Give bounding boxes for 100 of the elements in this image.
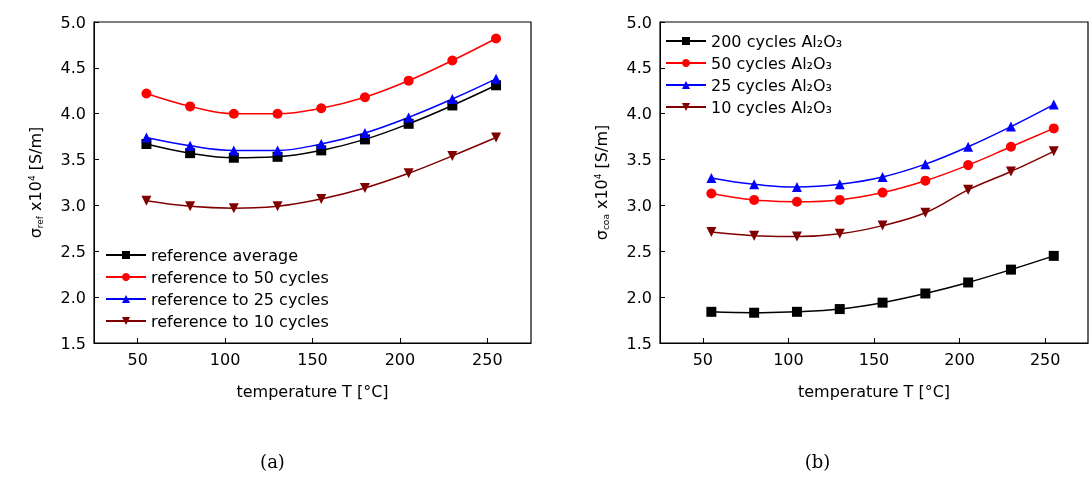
point [1005,166,1016,177]
point [228,203,239,214]
x-axis-title: temperature T [°C] [797,381,951,401]
point [316,138,327,149]
point [749,179,760,190]
point [920,207,931,218]
point [1005,264,1016,275]
point [272,108,283,119]
point [791,196,802,207]
legend-label: 10 cycles Al₂O₃ [711,97,833,117]
point [403,168,414,179]
point [834,228,845,239]
y-tick-label: 2.5 [626,241,652,261]
point [1048,250,1059,261]
y-tick-label: 5.0 [626,12,652,32]
x-tick-label: 50 [127,349,148,369]
point [791,231,802,242]
x-tick-label: 150 [297,349,328,369]
point [877,172,888,182]
point [1005,141,1016,152]
point [185,201,196,212]
point [141,195,152,206]
point [228,145,239,156]
y-tick-label: 2.0 [626,287,652,307]
y-axis-title: σcoa x104 [S/m] [592,124,611,241]
point [791,182,802,193]
x-tick-label: 50 [692,349,713,369]
legend-label: 50 cycles Al₂O₃ [711,53,833,73]
point [1048,146,1059,157]
point [877,220,888,231]
point [491,33,502,44]
y-tick-label: 4.0 [626,104,652,124]
point [706,227,717,238]
y-tick-label: 2.0 [60,287,86,307]
legend-label: reference average [151,245,298,265]
point [316,194,327,205]
x-tick-label: 200 [384,349,416,369]
x-tick-label: 150 [858,349,890,369]
point [706,172,717,183]
point [963,184,974,195]
point [834,179,845,190]
point [1048,99,1059,110]
point [834,304,845,315]
point [403,75,414,86]
y-tick-label: 4.5 [60,58,86,78]
point [963,141,974,152]
point [749,194,760,205]
point [491,73,502,84]
point [920,288,931,299]
x-tick-label: 100 [773,349,804,369]
legend-label: 200 cycles Al₂O₃ [711,31,843,51]
y-tick-label: 2.5 [60,241,86,261]
y-tick-label: 5.0 [60,12,86,32]
point [920,175,931,186]
x-axis-title: temperature T [°C] [236,381,389,401]
point [834,194,845,205]
point [920,159,931,170]
point [272,145,283,156]
point [877,187,888,198]
y-tick-label: 4.0 [60,104,86,124]
point [706,306,717,317]
y-tick-label: 4.5 [626,58,652,78]
point [447,150,458,161]
text: (b) [804,450,831,472]
x-tick-label: 250 [472,349,503,369]
point [185,101,196,112]
y-axis-title: σref x104 [S/m] [26,126,45,239]
point [316,103,327,114]
y-tick-label: 3.0 [626,195,652,215]
legend-label: reference to 10 cycles [151,311,329,331]
point [403,112,414,123]
x-tick-label: 200 [944,349,975,369]
x-tick-label: 100 [209,349,241,369]
legend-label: reference to 25 cycles [151,289,329,309]
y-tick-label: 3.0 [60,195,86,215]
point [359,127,370,138]
legend-label: 25 cycles Al₂O₃ [711,75,833,95]
point [963,160,974,171]
legend-label: reference to 50 cycles [151,267,329,287]
text: (a) [260,450,285,472]
point [359,92,370,103]
point [1005,121,1016,132]
point [141,132,152,143]
y-tick-label: 1.5 [60,333,86,353]
point [877,297,888,308]
point [228,108,239,119]
y-tick-label: 1.5 [626,333,652,353]
point [963,277,974,288]
point [272,201,283,212]
point [791,306,802,317]
point [706,188,717,199]
point [447,94,458,105]
point [1048,123,1059,134]
y-tick-label: 3.5 [60,150,86,170]
point [141,88,152,99]
point [491,132,502,143]
point [749,307,760,318]
point [447,55,458,66]
point [749,230,760,241]
point [185,140,196,151]
